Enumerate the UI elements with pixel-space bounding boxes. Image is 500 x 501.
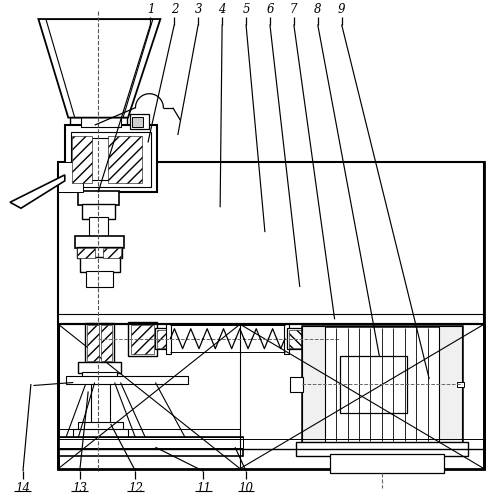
Bar <box>86 325 99 361</box>
Bar <box>73 132 123 148</box>
Bar <box>58 163 83 193</box>
Bar <box>108 137 142 184</box>
Text: 3: 3 <box>194 3 202 16</box>
Text: 14: 14 <box>16 481 30 494</box>
Text: 7: 7 <box>290 3 298 16</box>
Bar <box>74 236 124 248</box>
Text: 10: 10 <box>238 481 254 494</box>
Bar <box>330 454 444 473</box>
Bar <box>130 114 150 129</box>
Polygon shape <box>38 20 160 118</box>
Bar <box>289 330 302 348</box>
Bar <box>132 118 143 127</box>
Bar <box>290 377 304 392</box>
Bar <box>70 117 127 133</box>
Text: 1: 1 <box>146 3 154 16</box>
Text: 6: 6 <box>266 3 274 16</box>
Text: 5: 5 <box>242 3 250 16</box>
Bar <box>72 137 92 184</box>
Bar <box>128 322 157 356</box>
Bar <box>340 356 407 413</box>
Bar <box>78 362 120 373</box>
Bar <box>456 382 464 388</box>
Text: 12: 12 <box>128 481 143 494</box>
Bar <box>65 126 157 193</box>
Bar <box>296 442 468 456</box>
Bar <box>89 218 108 237</box>
Bar <box>302 326 462 443</box>
Text: 8: 8 <box>314 3 322 16</box>
Bar <box>288 329 304 349</box>
Bar <box>130 325 154 354</box>
Bar <box>86 272 113 288</box>
Bar <box>73 429 128 438</box>
Text: 4: 4 <box>218 3 226 16</box>
Bar <box>77 248 95 258</box>
Bar <box>157 330 168 348</box>
Text: 13: 13 <box>72 481 87 494</box>
Bar <box>80 258 120 273</box>
Bar <box>156 329 170 349</box>
Polygon shape <box>10 175 65 209</box>
Text: 2: 2 <box>170 3 178 16</box>
Bar <box>71 132 152 188</box>
Bar <box>80 117 120 127</box>
Bar <box>58 437 242 456</box>
Bar <box>78 422 123 430</box>
Bar <box>58 163 484 469</box>
Bar <box>100 325 112 361</box>
Bar <box>302 326 324 443</box>
Bar <box>82 372 117 383</box>
Bar <box>88 138 108 180</box>
Text: 9: 9 <box>338 3 345 16</box>
Bar <box>439 326 462 443</box>
Bar <box>58 163 484 325</box>
Text: 11: 11 <box>196 481 210 494</box>
Bar <box>77 247 122 259</box>
Bar <box>90 382 110 429</box>
Bar <box>66 376 188 384</box>
Bar <box>103 248 121 258</box>
Bar <box>284 324 289 354</box>
Bar <box>78 192 119 206</box>
Bar <box>58 437 242 448</box>
Bar <box>84 323 114 363</box>
Bar <box>166 324 172 354</box>
Bar <box>82 205 115 220</box>
